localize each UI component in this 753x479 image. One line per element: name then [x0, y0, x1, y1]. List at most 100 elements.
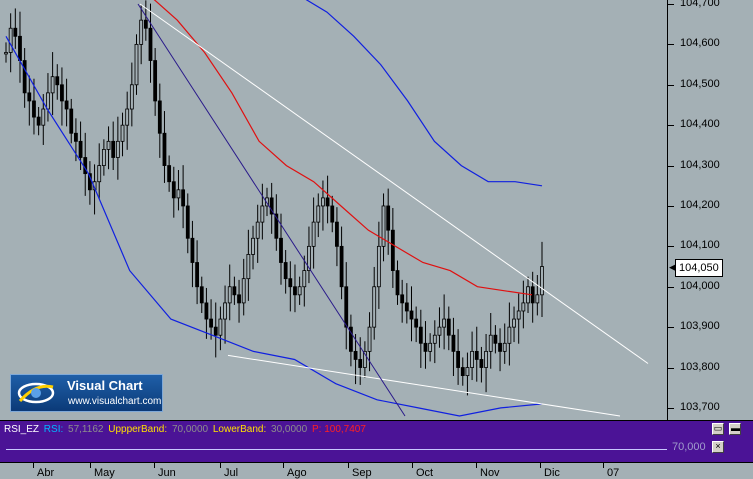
lower-bollinger-band [5, 36, 543, 417]
price-tick-label: 104,400 [680, 118, 720, 130]
date-tick-mark [33, 463, 34, 468]
candle-body [60, 84, 64, 102]
date-tick-label: Oct [416, 467, 434, 479]
date-tick-mark [348, 463, 349, 468]
date-tick-label: Sep [352, 467, 372, 479]
candle-body [437, 326, 442, 336]
candle-body [111, 140, 116, 158]
candle-body [297, 286, 302, 296]
candle-body [13, 27, 18, 37]
date-axis[interactable]: Abr May Jun Jul Ago Sep Oct Nov Dic 07 [0, 462, 753, 479]
candle-body [339, 245, 344, 288]
support-trendline [227, 354, 621, 417]
candle-body [390, 229, 395, 271]
candle-body [78, 140, 83, 158]
candle-body [432, 334, 437, 344]
price-tick-mark [668, 287, 674, 288]
candle-body [460, 367, 465, 377]
candle-body [241, 278, 246, 304]
candle-body [260, 205, 265, 223]
candle-body [446, 318, 451, 336]
price-tick-mark [668, 327, 674, 328]
price-tick-label: 103,700 [680, 401, 720, 413]
logo-url: www.visualchart.com [68, 396, 162, 407]
logo-title: Visual Chart [67, 378, 143, 393]
candle-body [507, 326, 512, 344]
candle-body [27, 92, 32, 102]
price-chart[interactable] [0, 0, 667, 420]
candle-body [386, 205, 391, 231]
candle-body [344, 286, 349, 328]
price-tick-label: 103,900 [680, 320, 720, 332]
price-tick-label: 104,200 [680, 199, 720, 211]
date-tick-mark [283, 463, 284, 468]
chart-canvas[interactable] [0, 0, 667, 420]
maximize-button[interactable]: ▬ [729, 423, 742, 435]
resistance-trendline [139, 3, 649, 364]
candle-body [139, 19, 144, 45]
candle-body [185, 205, 190, 239]
price-tick-label: 104,500 [680, 78, 720, 90]
close-button[interactable]: × [712, 441, 724, 453]
candle-body [32, 100, 36, 118]
candle-body [274, 213, 279, 239]
candle-body [362, 350, 367, 368]
candle-body [4, 52, 8, 55]
candle-body [321, 197, 325, 207]
candle-body [325, 197, 330, 207]
price-tick-mark [668, 368, 674, 369]
candle-body [335, 221, 339, 247]
candle-body [279, 237, 283, 263]
candle-body [381, 205, 386, 247]
candle-body [190, 237, 195, 263]
date-tick-label: Ago [287, 467, 307, 479]
price-tick-mark [668, 85, 674, 86]
candle-body [209, 318, 213, 328]
candle-body [218, 318, 223, 336]
candle-body [8, 27, 13, 53]
candle-body [307, 245, 311, 271]
candle-body [223, 302, 227, 320]
indicator-axis-value: 70,000 [672, 441, 706, 453]
candle-body [353, 350, 358, 360]
p-value: P: 100,7407 [311, 424, 366, 435]
candle-body [349, 326, 353, 352]
candle-body [395, 270, 400, 296]
candle-body [148, 27, 153, 61]
diagonal-trendline [137, 3, 406, 417]
indicator-line [6, 449, 667, 450]
indicator-panel[interactable]: RSI_EZ RSI: 57,1162 UppperBand: 70,0000 … [0, 420, 753, 463]
candle-body [479, 359, 484, 368]
price-tick-mark [668, 206, 674, 207]
candle-body [311, 221, 316, 247]
date-tick-label: Abr [37, 467, 55, 479]
lower-band-label: LowerBand: [212, 424, 267, 435]
date-tick-label: Jun [158, 467, 176, 479]
date-tick-label: Jul [224, 467, 239, 479]
candle-body [293, 286, 297, 296]
date-tick-label: Nov [480, 467, 500, 479]
rsi-label: RSI: [43, 424, 64, 435]
price-tick-mark [668, 166, 674, 167]
candle-body [516, 310, 521, 320]
candle-body [129, 84, 134, 110]
candle-body [423, 342, 428, 352]
moving-average-line [153, 0, 533, 296]
candle-body [288, 278, 293, 288]
candle-body [358, 359, 363, 368]
date-tick-mark [540, 463, 541, 468]
candle-body [409, 310, 414, 320]
candle-body [195, 262, 199, 288]
candle-body [316, 205, 321, 223]
candle-body [451, 334, 456, 352]
candle-body [106, 140, 111, 150]
price-axis[interactable]: 104,700 104,600 104,500 104,400 104,300 104,2… [667, 0, 753, 420]
last-price-marker-icon: ◀ [669, 262, 676, 272]
candle-body [535, 294, 540, 304]
price-tick-mark [668, 44, 674, 45]
price-tick-label: 104,600 [680, 37, 720, 49]
minimize-button[interactable]: ▭ [712, 423, 724, 435]
date-tick-mark [220, 463, 221, 468]
date-tick-mark [154, 463, 155, 468]
last-price-badge: 104,050 [675, 259, 723, 277]
